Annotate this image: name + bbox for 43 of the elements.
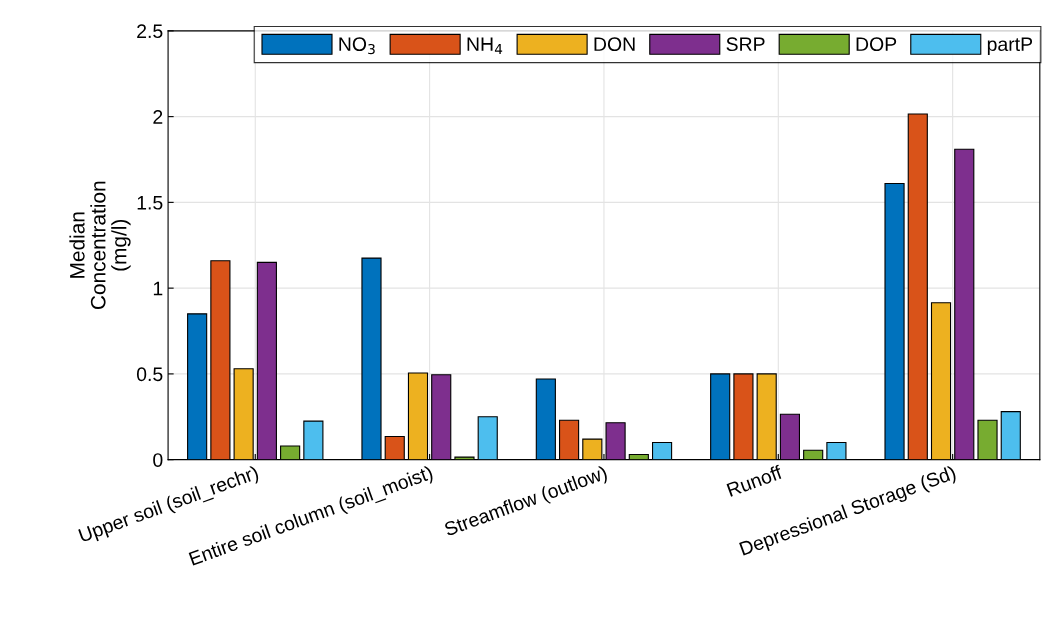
y-tick-label: 0.5: [136, 367, 163, 382]
bar: [977, 419, 998, 460]
bar: [930, 302, 952, 460]
bar: [1000, 411, 1021, 460]
y-tick-label: 0: [153, 453, 163, 467]
legend-label: SRP: [726, 37, 765, 52]
y-axis-title: Median Concentration (mg/l): [69, 181, 131, 310]
y-tick-label: 2.5: [137, 24, 163, 39]
bar: [361, 257, 382, 460]
legend-label: NO$_{3}$: [339, 37, 375, 55]
bar: [303, 420, 324, 460]
y-tick-label: 2: [153, 110, 163, 124]
bar: [733, 373, 754, 460]
bar: [651, 441, 673, 460]
bar: [826, 441, 847, 460]
bar: [605, 422, 626, 460]
bar: [710, 373, 731, 460]
legend-label: DON: [594, 37, 635, 52]
y-tick-label: 1: [153, 281, 163, 296]
bar: [454, 456, 475, 460]
bar: [582, 438, 603, 460]
bar: [803, 449, 824, 460]
bar: [233, 368, 254, 460]
legend-label: NH$_{4}$: [467, 37, 503, 55]
bar: [779, 413, 801, 460]
bar: [907, 113, 928, 460]
bar: [384, 435, 405, 460]
bar: [884, 182, 905, 460]
legend-label: partP: [987, 37, 1033, 55]
bar: [256, 261, 277, 460]
bar: [210, 260, 231, 460]
bar: [558, 419, 580, 460]
x-tick-label: Runoff: [726, 464, 784, 497]
legend-label: DOP: [856, 37, 897, 52]
bar: [431, 374, 452, 460]
bar: [407, 372, 429, 460]
bar: [477, 416, 498, 460]
bar: [187, 313, 208, 460]
bar: [954, 148, 975, 460]
y-tick-label: 1.5: [137, 196, 163, 210]
bar: [535, 378, 556, 460]
bar: [756, 373, 777, 460]
bar: [280, 445, 301, 460]
